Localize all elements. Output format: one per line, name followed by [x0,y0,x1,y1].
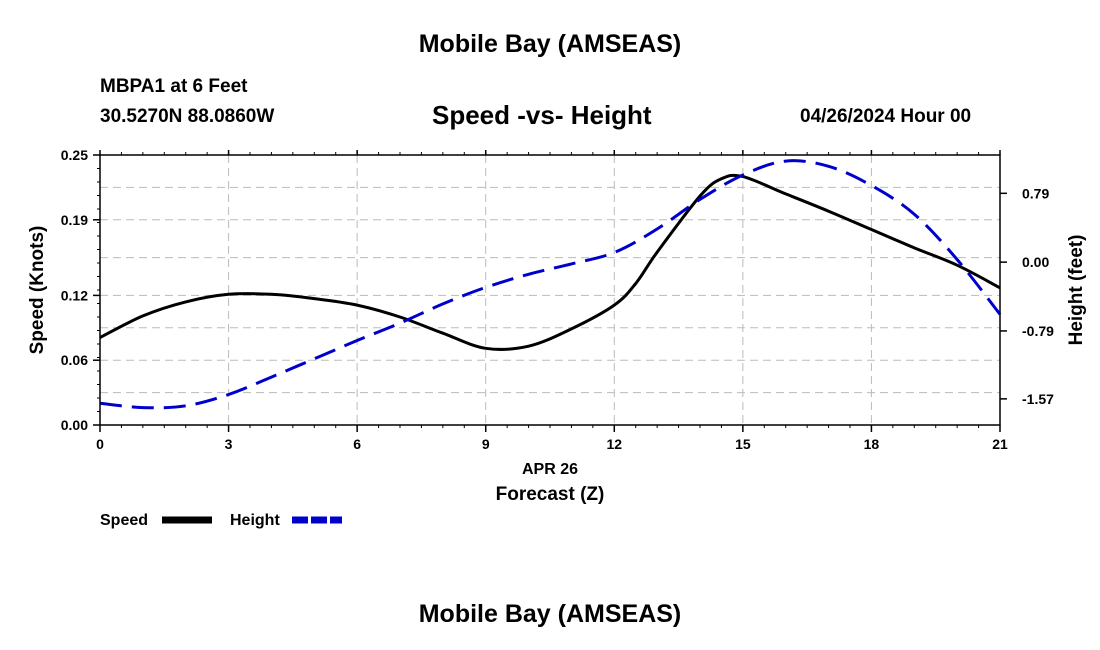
x-tick-label: 0 [96,436,104,452]
y-tick-label: 0.00 [61,417,88,433]
x-tick-label: 6 [353,436,361,452]
coordinates-label: 30.5270N 88.0860W [100,106,275,127]
axis-ticks [93,150,1007,432]
chart-title: Mobile Bay (AMSEAS) [418,30,682,58]
grid [100,155,1000,425]
chart-subtitle: Speed -vs- Height [432,100,652,130]
legend-label-height: Height [230,512,280,529]
y-axis-label: Speed (Knots) [27,226,48,355]
x-tick-label: 12 [606,436,622,452]
y2-tick-label: 0.00 [1022,254,1049,270]
series-line-height [99,159,1002,410]
x-tick-label: 3 [225,436,233,452]
footer-title: Mobile Bay (AMSEAS) [418,600,682,628]
x-axis-label: Forecast (Z) [496,484,605,505]
plot-frame [99,154,1001,426]
y-tick-label: 0.25 [61,147,88,163]
legend: Speed Height [100,512,342,529]
y-tick-label: 0.12 [61,287,88,303]
x-tick-label: 21 [992,436,1008,452]
x-tick-label: 9 [482,436,490,452]
legend-label-speed: Speed [100,512,148,529]
series-layer [99,159,1002,410]
y-tick-label: 0.06 [61,352,88,368]
y2-tick-label: -1.57 [1022,391,1054,407]
x-tick-label: 15 [735,436,751,452]
x-axis-date-label: APR 26 [522,461,578,478]
y-tick-label: 0.19 [61,212,88,228]
axis-labels: 0 3 6 9 12 15 18 21 0.00 0.06 0.12 0.19 0.25 -1.57 -0.… [27,147,1087,505]
station-label: MBPA1 at 6 Feet [100,76,248,97]
y2-axis-label: Height (feet) [1066,235,1087,346]
y2-tick-label: 0.79 [1022,185,1049,201]
x-tick-label: 18 [864,436,880,452]
y2-tick-label: -0.79 [1022,323,1054,339]
forecast-datetime: 04/26/2024 Hour 00 [800,106,972,127]
series-line-speed [99,173,1001,351]
